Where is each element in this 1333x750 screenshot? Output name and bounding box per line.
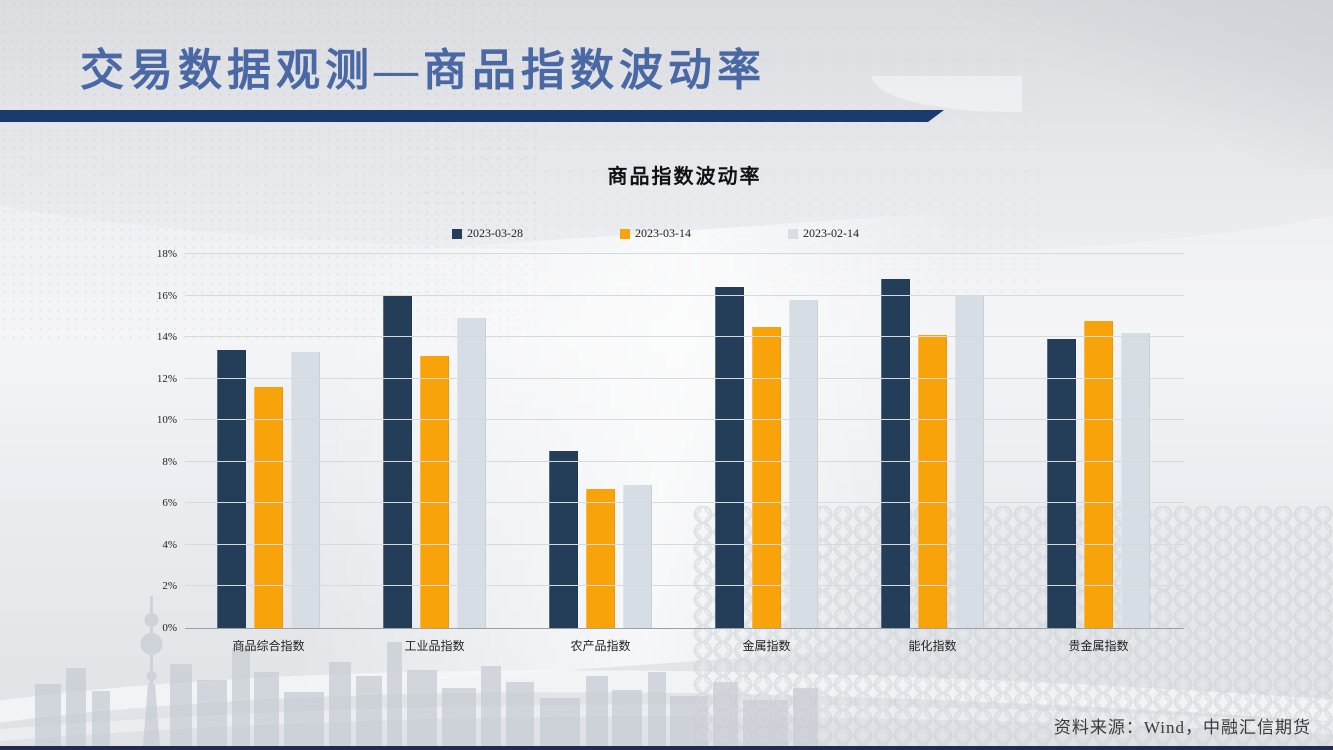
gridline <box>185 294 1184 296</box>
y-tick-label: 16% <box>156 289 177 302</box>
bar-2023-03-14 <box>752 326 781 628</box>
bar-2023-02-14 <box>457 318 486 628</box>
x-axis-label: 贵金属指数 <box>1068 639 1129 653</box>
legend-item: 2023-02-14 <box>788 226 892 241</box>
gridline <box>185 377 1184 379</box>
data-source-note: 资料来源：Wind，中融汇信期货 <box>1053 718 1311 737</box>
y-tick-label: 0% <box>162 622 177 634</box>
bar-group: 能化指数 <box>881 254 984 653</box>
bar-2023-03-14 <box>420 355 449 628</box>
gridline <box>185 336 1184 338</box>
chart-title: 商品指数波动率 <box>607 166 762 188</box>
legend-item: 2023-03-14 <box>620 226 724 241</box>
bar-group: 贵金属指数 <box>1047 254 1150 653</box>
legend-swatch <box>452 228 462 239</box>
legend-label: 2023-03-28 <box>467 226 523 240</box>
legend-swatch <box>620 228 630 239</box>
bar-2023-03-28 <box>383 295 412 628</box>
x-axis-label: 工业品指数 <box>404 639 465 653</box>
bar-group: 商品综合指数 <box>217 254 320 653</box>
bar-2023-03-28 <box>549 451 578 628</box>
bar-2023-03-28 <box>217 349 246 628</box>
bar-group: 金属指数 <box>715 254 818 653</box>
legend-swatch <box>788 228 798 239</box>
bar-group: 农产品指数 <box>549 254 652 653</box>
bar-2023-03-14 <box>918 335 947 628</box>
bar-2023-03-14 <box>254 386 283 628</box>
bar-2023-03-28 <box>881 278 910 628</box>
title-underline-bar <box>0 110 944 122</box>
gridline <box>185 253 1184 254</box>
bar-group: 工业品指数 <box>383 254 486 653</box>
gridline <box>185 502 1184 504</box>
x-axis-label: 农产品指数 <box>570 639 631 653</box>
x-axis-label: 能化指数 <box>908 639 957 653</box>
page-title: 交易数据观测—商品指数波动率 <box>80 46 766 95</box>
gridline <box>185 585 1184 587</box>
gridline <box>185 543 1184 545</box>
y-tick-label: 14% <box>156 331 177 344</box>
legend-label: 2023-03-14 <box>635 226 691 240</box>
bottom-navy-strip <box>0 746 1333 750</box>
chart-legend: 2023-03-28 2023-03-14 2023-02-14 <box>452 226 892 241</box>
y-tick-label: 12% <box>156 372 177 385</box>
bar-2023-02-14 <box>623 484 652 628</box>
chart-plot-area: 商品综合指数 工业品指数 农产品指数 金属指数 能化指数 贵金属指数 0% 2% 4% 6% 8%… <box>157 248 1184 653</box>
gridline <box>185 419 1184 421</box>
legend-item: 2023-03-28 <box>452 226 556 241</box>
y-tick-label: 8% <box>162 455 177 468</box>
y-tick-label: 2% <box>162 580 177 593</box>
bar-2023-03-14 <box>586 488 615 628</box>
underline-swoosh <box>872 76 1022 112</box>
y-tick-label: 18% <box>156 248 177 260</box>
top-right-shade <box>913 0 1333 170</box>
x-axis-label: 金属指数 <box>742 639 791 653</box>
bar-2023-03-14 <box>1084 320 1113 628</box>
y-tick-label: 6% <box>162 497 177 510</box>
gridline <box>185 460 1184 462</box>
legend-label: 2023-02-14 <box>803 226 859 240</box>
y-tick-label: 10% <box>156 414 177 427</box>
bar-2023-03-28 <box>715 287 744 628</box>
bar-2023-02-14 <box>955 295 984 628</box>
x-axis-label: 商品综合指数 <box>232 639 305 653</box>
bar-2023-02-14 <box>789 299 818 628</box>
bar-2023-03-28 <box>1047 339 1076 628</box>
bar-groups: 商品综合指数 工业品指数 农产品指数 金属指数 能化指数 贵金属指数 <box>185 254 1184 653</box>
y-tick-label: 4% <box>162 538 177 551</box>
bar-2023-02-14 <box>1121 332 1150 628</box>
bar-2023-02-14 <box>291 351 320 628</box>
